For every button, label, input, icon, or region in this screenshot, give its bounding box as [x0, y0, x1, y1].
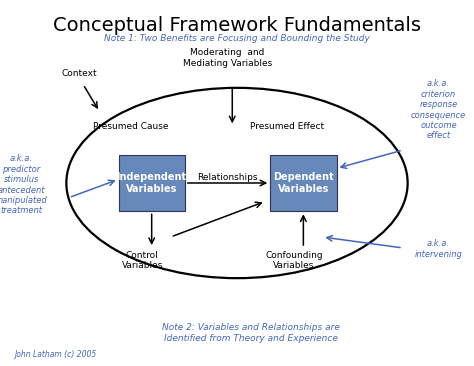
- Text: a.k.a.
criterion
response
consequence
outcome
effect: a.k.a. criterion response consequence ou…: [411, 79, 466, 140]
- Text: Independent
Variables: Independent Variables: [117, 172, 187, 194]
- Text: a.k.a.
intervening: a.k.a. intervening: [414, 239, 463, 259]
- Text: Note 2: Variables and Relationships are
Identified from Theory and Experience: Note 2: Variables and Relationships are …: [162, 323, 340, 343]
- Text: Context: Context: [62, 69, 97, 78]
- Text: Conceptual Framework Fundamentals: Conceptual Framework Fundamentals: [53, 16, 421, 36]
- Text: Note 1: Two Benefits are Focusing and Bounding the Study: Note 1: Two Benefits are Focusing and Bo…: [104, 34, 370, 43]
- Text: Presumed Cause: Presumed Cause: [92, 122, 168, 131]
- Text: Relationships: Relationships: [197, 173, 258, 182]
- Text: Dependent
Variables: Dependent Variables: [273, 172, 334, 194]
- Text: Moderating  and
Mediating Variables: Moderating and Mediating Variables: [183, 48, 272, 68]
- Text: a.k.a.
predictor
stimulus
antecedent
manipulated
treatment: a.k.a. predictor stimulus antecedent man…: [0, 154, 48, 215]
- Text: Control
Variables: Control Variables: [121, 251, 163, 270]
- Text: John Latham (c) 2005: John Latham (c) 2005: [14, 350, 97, 359]
- FancyBboxPatch shape: [118, 154, 185, 212]
- Text: Confounding
Variables: Confounding Variables: [265, 251, 323, 270]
- FancyBboxPatch shape: [270, 154, 337, 212]
- Text: Presumed Effect: Presumed Effect: [250, 122, 324, 131]
